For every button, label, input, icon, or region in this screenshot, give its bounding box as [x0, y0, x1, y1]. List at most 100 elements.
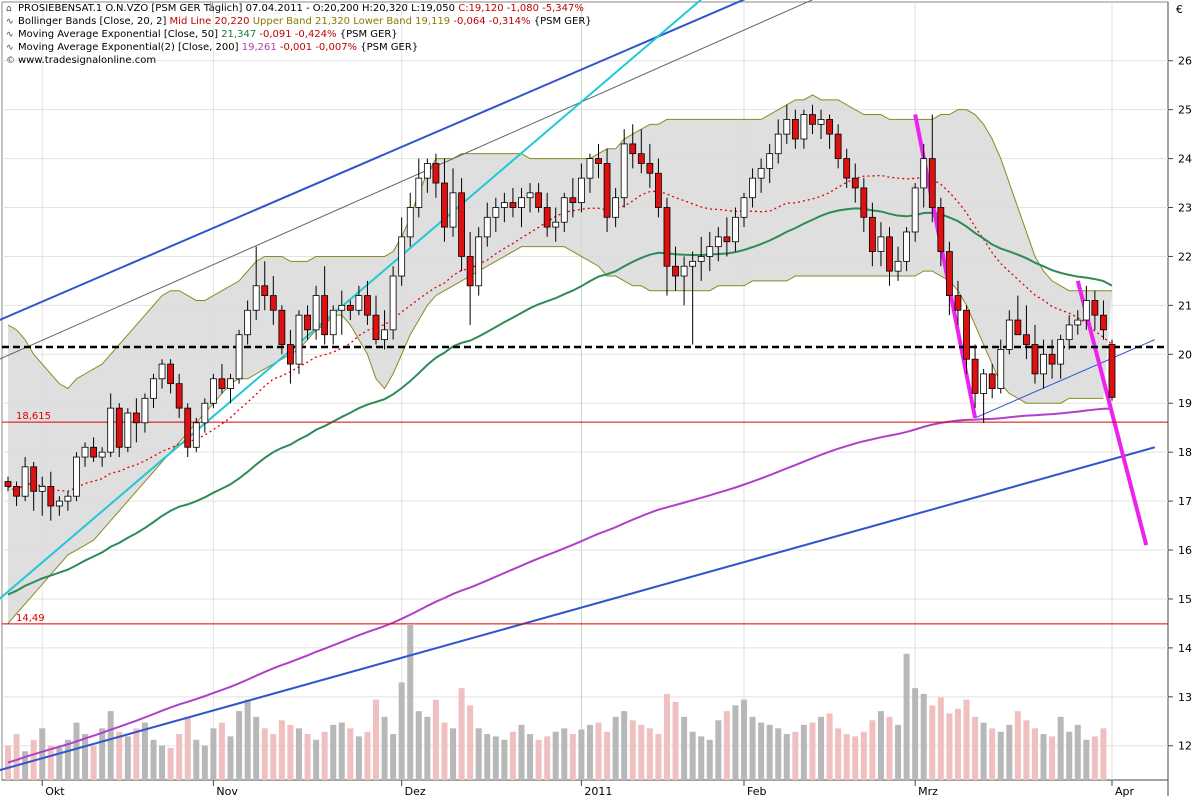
volume-bar — [330, 724, 337, 780]
volume-bar — [253, 716, 260, 780]
candle — [569, 178, 577, 218]
legend-ema200-row: ∿ Moving Average Exponential(2) [Close, 2… — [6, 42, 418, 54]
candle-body-up — [1040, 353, 1047, 375]
candle-body-down — [1023, 334, 1030, 345]
candle-body-up — [423, 163, 431, 179]
candle — [381, 310, 388, 350]
candle-body-up — [1074, 319, 1082, 326]
volume-bar — [1083, 739, 1090, 780]
volume-bar — [390, 734, 397, 780]
candle — [920, 143, 928, 208]
candle — [466, 231, 474, 325]
legend-ema50-label: Moving Average Exponential [Close, 50] — [18, 29, 218, 40]
candle — [560, 192, 568, 232]
candle — [783, 104, 791, 144]
x-tick-label: Mrz — [918, 785, 938, 798]
candle-body-up — [73, 456, 80, 497]
candle — [107, 393, 115, 458]
candle-body-down — [1048, 353, 1056, 365]
volume-bar — [989, 728, 996, 780]
candle-body-up — [312, 295, 320, 331]
candle-body-up — [697, 256, 705, 262]
candle — [817, 109, 825, 140]
candle-body-up — [492, 207, 500, 218]
candle-body-down — [868, 216, 876, 252]
volume-bar — [1066, 731, 1073, 780]
candle — [518, 187, 525, 228]
candle — [492, 197, 500, 232]
candle-body-down — [184, 407, 192, 448]
candle — [620, 129, 628, 208]
candle — [766, 143, 774, 184]
volume-bar — [723, 711, 730, 780]
candle-body-down — [4, 481, 12, 487]
candle — [577, 163, 585, 213]
y-tick-label: 21 — [1178, 299, 1192, 312]
candle-body-up — [55, 500, 63, 507]
candle-body-down — [372, 314, 380, 341]
candle — [235, 329, 243, 384]
volume-bar — [706, 739, 713, 780]
candle-body-up — [64, 495, 72, 502]
candle-body-down — [132, 412, 140, 424]
candle — [1023, 305, 1030, 360]
candle — [81, 442, 89, 467]
candle-body-down — [928, 158, 936, 208]
candle-body-up — [227, 378, 234, 389]
candle — [826, 114, 833, 149]
x-tick-label: Okt — [45, 785, 65, 798]
candle-body-down — [569, 197, 577, 204]
volume-bar — [475, 728, 482, 780]
candle — [1065, 315, 1073, 350]
thin-channel-line — [0, 0, 814, 360]
candle-body-up — [620, 143, 628, 199]
candle — [441, 158, 448, 242]
candle — [851, 163, 859, 203]
volume-bar — [937, 697, 944, 780]
volume-bar — [860, 731, 867, 780]
volume-bar — [809, 722, 816, 780]
volume-bar — [99, 728, 106, 780]
candle — [971, 344, 979, 409]
candle-body-up — [911, 187, 919, 233]
candle-body-down — [988, 373, 996, 389]
volume-bar — [381, 716, 388, 780]
legend-ema50-suffix: {PSM GER} — [339, 29, 398, 40]
volume-bar — [218, 722, 225, 780]
candle-body-down — [826, 119, 833, 135]
volume-bar — [1023, 720, 1030, 780]
candle — [124, 408, 132, 453]
candle — [38, 476, 46, 516]
volume-bar — [501, 739, 508, 780]
candle-body-down — [304, 314, 311, 331]
volume-bar — [655, 734, 662, 780]
volume-bar — [663, 693, 670, 780]
volume-bar — [107, 711, 114, 780]
volume-bar — [895, 724, 902, 780]
candle-body-down — [1031, 344, 1039, 375]
candle — [30, 461, 38, 511]
volume-bar — [450, 728, 457, 780]
candle-body-down — [851, 177, 859, 189]
volume-bar — [886, 716, 893, 780]
candle-body-up — [800, 114, 808, 140]
candle — [543, 192, 551, 237]
candle-body-up — [389, 275, 397, 331]
candle-body-down — [466, 256, 474, 287]
volume-bar — [929, 705, 936, 780]
candle — [663, 197, 671, 296]
candle-body-up — [783, 119, 791, 135]
candle — [689, 251, 697, 345]
volume-bar — [150, 739, 157, 780]
candle-body-up — [449, 192, 457, 228]
trend-lines — [0, 0, 1156, 772]
ema50-line — [7, 207, 1113, 596]
candle-body-up — [1082, 300, 1090, 321]
y-tick-label: 16 — [1178, 544, 1192, 557]
candle — [475, 227, 483, 296]
candle-body-down — [13, 486, 20, 497]
volume-bar — [364, 731, 371, 780]
candle-body-down — [723, 236, 731, 243]
candle-body-up — [920, 158, 928, 189]
candle — [398, 217, 406, 286]
